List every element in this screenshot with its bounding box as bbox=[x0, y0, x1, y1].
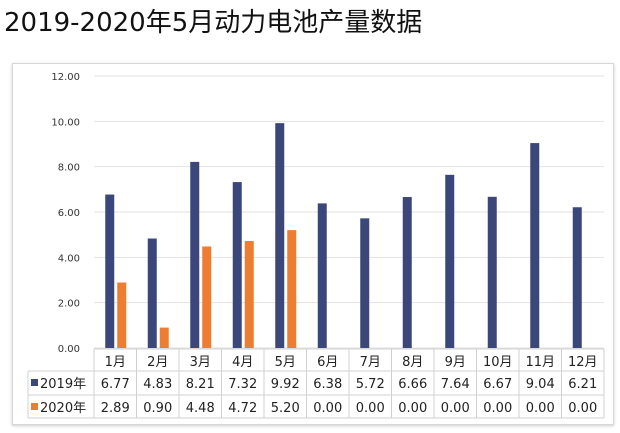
table-value: 7.64 bbox=[441, 377, 470, 392]
bar-2020 bbox=[117, 282, 127, 348]
table-value: 0.00 bbox=[356, 401, 385, 416]
y-tick-label: 10.00 bbox=[51, 117, 80, 128]
bar-2020 bbox=[202, 246, 212, 348]
table-value: 9.04 bbox=[526, 377, 555, 392]
y-tick-label: 12.00 bbox=[51, 72, 80, 83]
y-tick-label: 6.00 bbox=[58, 208, 80, 219]
bar-2020 bbox=[159, 327, 169, 348]
y-tick-label: 0.00 bbox=[58, 344, 80, 355]
bar-2019 bbox=[530, 143, 540, 348]
bar-2019 bbox=[105, 194, 115, 348]
category-label: 1月 bbox=[105, 355, 126, 370]
y-tick-label: 8.00 bbox=[58, 163, 80, 174]
table-value: 0.00 bbox=[441, 401, 470, 416]
table-value: 4.48 bbox=[186, 401, 215, 416]
bar-2019 bbox=[275, 123, 285, 348]
y-tick-label: 4.00 bbox=[58, 253, 80, 264]
page-title: 2019-2020年5月动力电池产量数据 bbox=[4, 8, 423, 38]
category-label: 5月 bbox=[275, 355, 296, 370]
category-label: 3月 bbox=[190, 355, 211, 370]
legend-swatch bbox=[31, 403, 38, 410]
bar-2019 bbox=[402, 197, 412, 348]
table-value: 6.77 bbox=[101, 377, 130, 392]
table-value: 0.00 bbox=[483, 401, 512, 416]
table-value: 4.72 bbox=[228, 401, 257, 416]
table-value: 4.83 bbox=[143, 377, 172, 392]
table-value: 0.00 bbox=[526, 401, 555, 416]
legend-swatch bbox=[31, 379, 38, 386]
bar-2019 bbox=[572, 207, 582, 348]
y-tick-label: 2.00 bbox=[58, 299, 80, 310]
bar-2019 bbox=[360, 218, 370, 348]
category-label: 7月 bbox=[360, 355, 381, 370]
table-value: 0.00 bbox=[398, 401, 427, 416]
category-label: 11月 bbox=[525, 355, 555, 370]
bar-2020 bbox=[287, 230, 297, 348]
table-value: 0.00 bbox=[568, 401, 597, 416]
bar-2019 bbox=[190, 161, 200, 348]
table-value: 2.89 bbox=[101, 401, 130, 416]
table-value: 5.20 bbox=[271, 401, 300, 416]
bar-2019 bbox=[317, 203, 327, 348]
bar-2019 bbox=[232, 182, 242, 348]
bar-2019 bbox=[445, 174, 455, 348]
table-value: 6.38 bbox=[313, 377, 342, 392]
category-label: 12月 bbox=[568, 355, 598, 370]
table-value: 6.66 bbox=[398, 377, 427, 392]
legend-label: 2020年 bbox=[40, 401, 86, 416]
table-value: 8.21 bbox=[186, 377, 215, 392]
legend-label: 2019年 bbox=[40, 377, 86, 392]
table-value: 7.32 bbox=[228, 377, 257, 392]
category-label: 9月 bbox=[445, 355, 466, 370]
table-value: 0.00 bbox=[313, 401, 342, 416]
bar-2019 bbox=[487, 196, 497, 348]
bar-2020 bbox=[244, 241, 254, 348]
table-value: 6.67 bbox=[483, 377, 512, 392]
category-label: 6月 bbox=[317, 355, 338, 370]
table-value: 6.21 bbox=[568, 377, 597, 392]
category-label: 8月 bbox=[402, 355, 423, 370]
table-value: 0.90 bbox=[143, 401, 172, 416]
bar-2019 bbox=[147, 238, 157, 348]
category-label: 2月 bbox=[147, 355, 168, 370]
category-label: 10月 bbox=[483, 355, 513, 370]
category-label: 4月 bbox=[232, 355, 253, 370]
table-value: 9.92 bbox=[271, 377, 300, 392]
chart-frame bbox=[12, 63, 614, 425]
table-value: 5.72 bbox=[356, 377, 385, 392]
